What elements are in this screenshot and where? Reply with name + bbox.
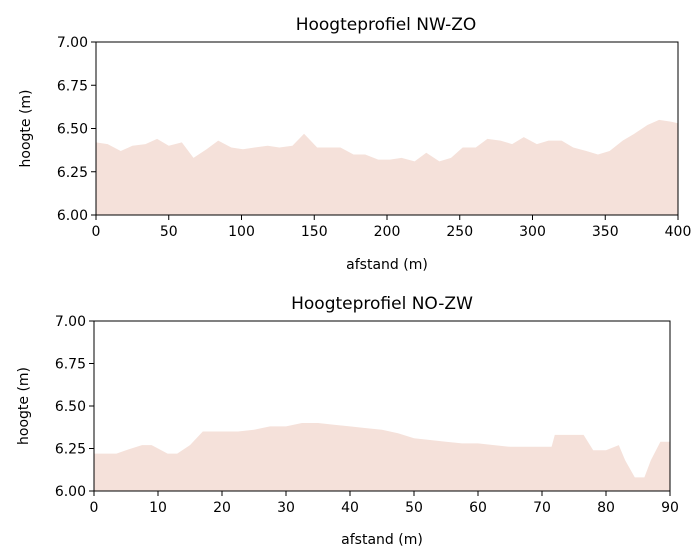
- chart-nw-zo: Hoogteprofiel NW-ZO 0 50 100 150 200 250 300 35…: [18, 15, 691, 273]
- y-tick-label: 7.00: [57, 35, 88, 51]
- y-tick-label: 6.00: [55, 484, 86, 500]
- x-tick-label: 400: [665, 224, 692, 240]
- chart-no-zw: Hoogteprofiel NO-ZW 0 10 20 30 40 50 60 70 80 90 …: [16, 294, 679, 548]
- x-axis-label: afstand (m): [341, 532, 423, 548]
- area-series: [94, 423, 670, 491]
- x-tick-label: 50: [405, 500, 423, 516]
- axes-frame: [93, 320, 671, 492]
- x-tick-label: 30: [277, 500, 295, 516]
- y-axis-ticks: 6.00 6.25 6.50 6.75 7.00: [57, 35, 96, 224]
- x-tick-label: 200: [374, 224, 401, 240]
- x-tick-label: 70: [533, 500, 551, 516]
- x-tick-label: 350: [592, 224, 619, 240]
- x-axis-label: afstand (m): [346, 257, 428, 273]
- y-tick-label: 6.50: [57, 122, 88, 138]
- x-tick-label: 300: [519, 224, 546, 240]
- x-tick-label: 50: [160, 224, 178, 240]
- x-tick-label: 20: [213, 500, 231, 516]
- x-axis-ticks: 0 50 100 150 200 250 300 350 400: [92, 215, 692, 240]
- axes-frame: [95, 41, 679, 216]
- x-tick-label: 10: [149, 500, 167, 516]
- y-tick-label: 6.75: [57, 78, 88, 94]
- x-tick-label: 90: [661, 500, 679, 516]
- x-tick-label: 80: [597, 500, 615, 516]
- y-axis-label: hoogte (m): [18, 89, 34, 167]
- y-tick-label: 6.00: [57, 208, 88, 224]
- x-tick-label: 100: [228, 224, 255, 240]
- chart-title: Hoogteprofiel NW-ZO: [296, 15, 477, 35]
- area-layer: [96, 119, 678, 215]
- y-tick-label: 6.25: [57, 165, 88, 181]
- y-tick-label: 6.75: [55, 357, 86, 373]
- y-axis-ticks: 6.00 6.25 6.50 6.75 7.00: [55, 314, 94, 500]
- x-tick-label: 0: [90, 500, 99, 516]
- x-axis-ticks: 0 10 20 30 40 50 60 70 80 90: [90, 491, 679, 516]
- x-tick-label: 60: [469, 500, 487, 516]
- x-tick-label: 250: [446, 224, 473, 240]
- x-tick-label: 40: [341, 500, 359, 516]
- x-tick-label: 150: [301, 224, 328, 240]
- area-series: [96, 119, 678, 215]
- area-layer: [94, 423, 670, 491]
- y-axis-label: hoogte (m): [16, 367, 32, 445]
- chart-title: Hoogteprofiel NO-ZW: [291, 294, 473, 314]
- x-tick-label: 0: [92, 224, 101, 240]
- y-tick-label: 6.50: [55, 399, 86, 415]
- y-tick-label: 7.00: [55, 314, 86, 330]
- y-tick-label: 6.25: [55, 442, 86, 458]
